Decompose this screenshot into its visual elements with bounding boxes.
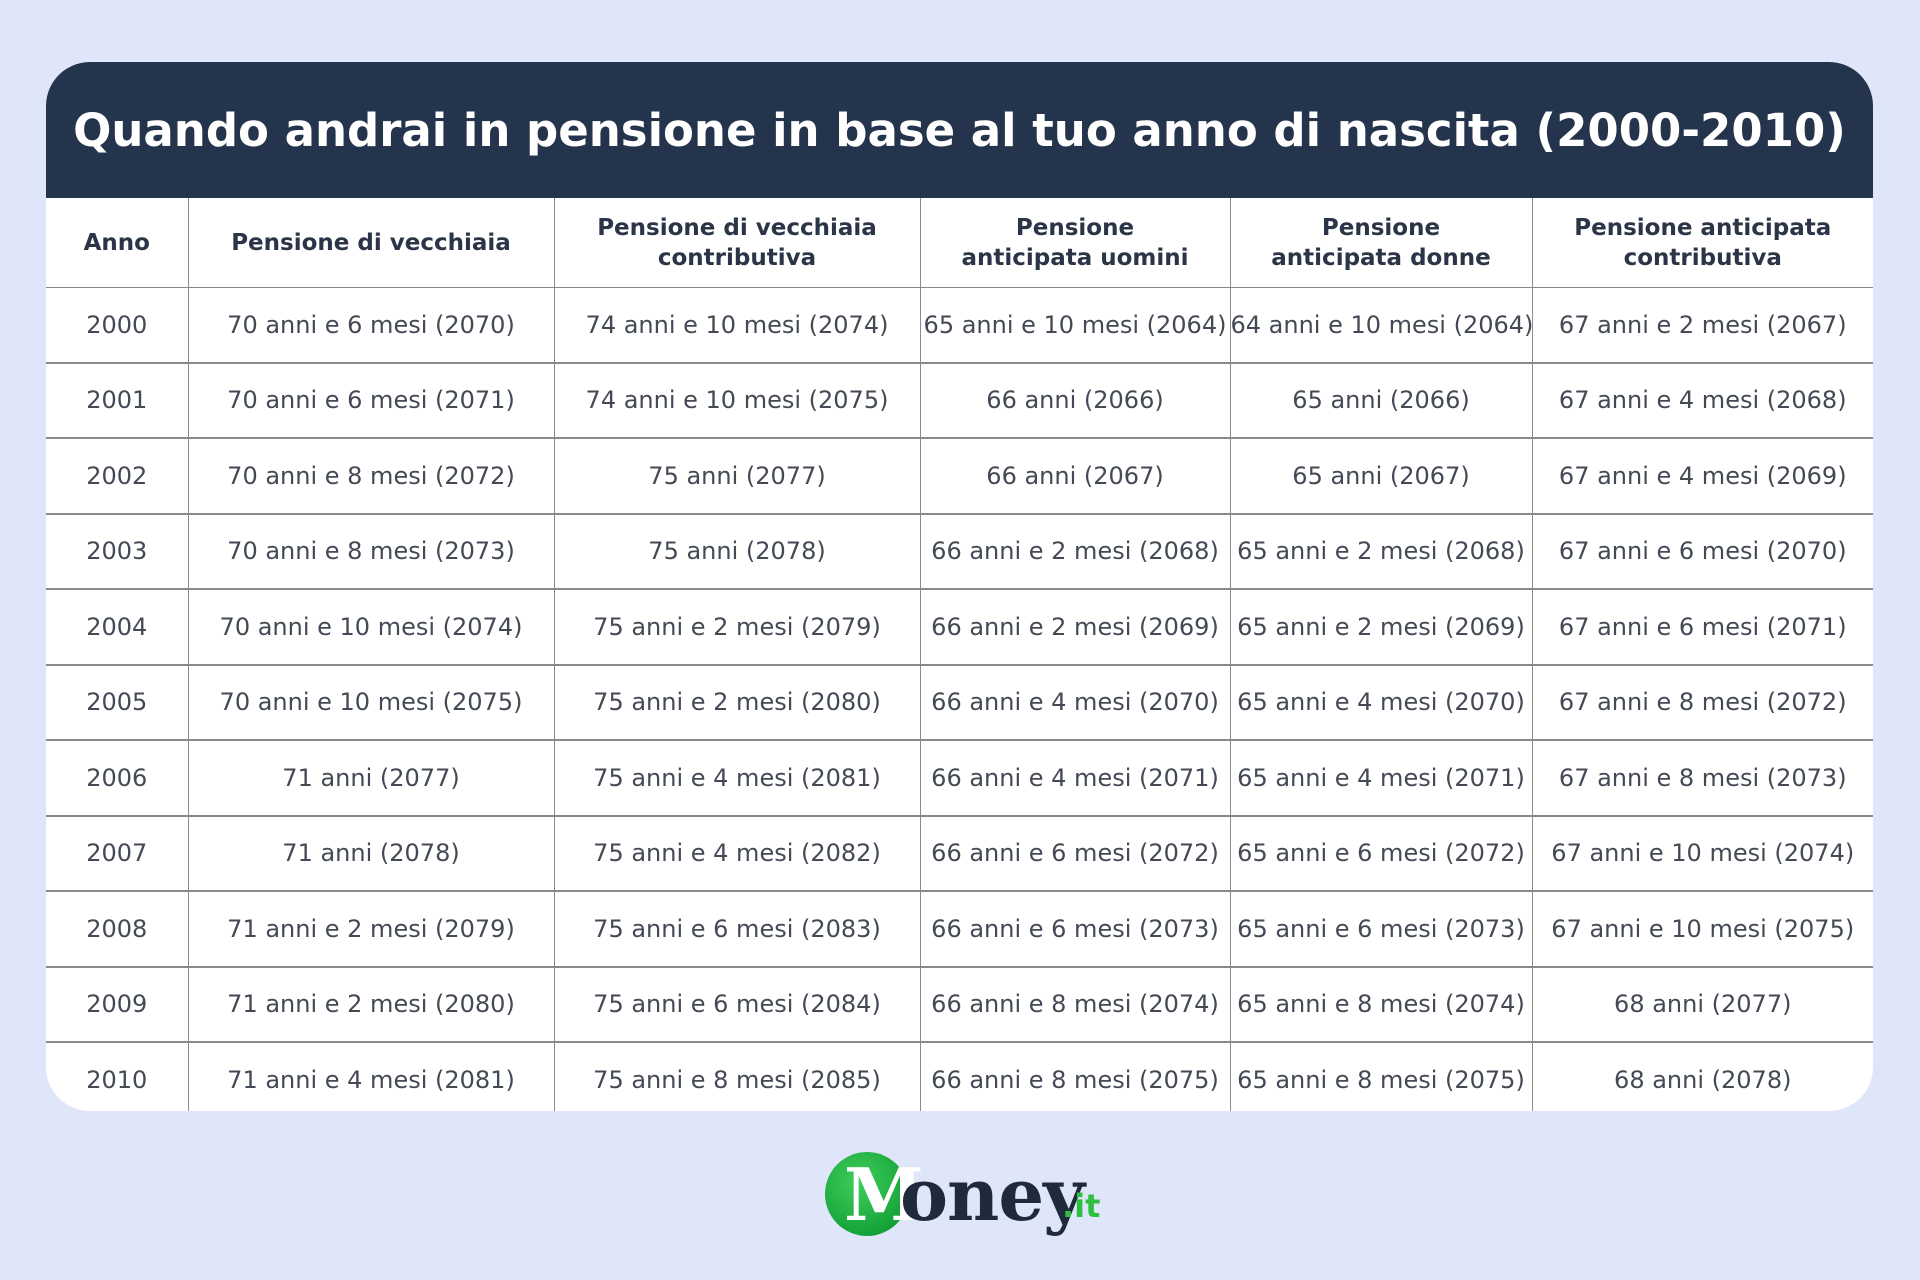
anticipata-uomini-cell: 66 anni e 6 mesi (2073) [920, 891, 1231, 968]
vecchiaia-cell: 71 anni e 4 mesi (2081) [188, 1042, 555, 1111]
anno-cell: 2004 [46, 589, 189, 666]
anticipata-contributiva-cell: 67 anni e 4 mesi (2068) [1532, 362, 1873, 439]
anno-cell: 2006 [46, 740, 189, 817]
table-row: 2008 71 anni e 2 mesi (2079) 75 anni e 6 m… [46, 891, 1873, 968]
table-body: 2000 70 anni e 6 mesi (2070) 74 anni e 10 … [46, 287, 1873, 1111]
vecchiaia-contributiva-cell: 75 anni e 6 mesi (2084) [554, 966, 921, 1043]
anticipata-contributiva-cell: 67 anni e 10 mesi (2074) [1532, 815, 1873, 892]
vecchiaia-cell: 71 anni e 2 mesi (2080) [188, 966, 555, 1043]
vecchiaia-contributiva-cell: 75 anni e 4 mesi (2081) [554, 740, 921, 817]
column-header-anticipata-contributiva: Pensione anticipata contributiva [1532, 198, 1873, 288]
anticipata-contributiva-cell: 67 anni e 6 mesi (2070) [1532, 513, 1873, 590]
anticipata-contributiva-cell: 67 anni e 4 mesi (2069) [1532, 438, 1873, 515]
anticipata-donne-cell: 65 anni e 2 mesi (2068) [1230, 513, 1533, 590]
table-row: 2001 70 anni e 6 mesi (2071) 74 anni e 10 … [46, 362, 1873, 439]
logo-tld: .it [1062, 1187, 1101, 1225]
anno-cell: 2002 [46, 438, 189, 515]
vecchiaia-cell: 70 anni e 10 mesi (2075) [188, 664, 555, 741]
vecchiaia-cell: 71 anni (2078) [188, 815, 555, 892]
page-title: Quando andrai in pensione in base al tuo… [73, 103, 1846, 157]
anno-cell: 2009 [46, 966, 189, 1043]
anticipata-uomini-cell: 66 anni e 2 mesi (2068) [920, 513, 1231, 590]
column-header-anno: Anno [46, 198, 189, 288]
vecchiaia-cell: 70 anni e 10 mesi (2074) [188, 589, 555, 666]
table-row: 2000 70 anni e 6 mesi (2070) 74 anni e 10 … [46, 287, 1873, 364]
column-header-vecchiaia-contributiva: Pensione di vecchiaia contributiva [554, 198, 921, 288]
anticipata-uomini-cell: 66 anni e 6 mesi (2072) [920, 815, 1231, 892]
anticipata-uomini-cell: 66 anni e 8 mesi (2074) [920, 966, 1231, 1043]
vecchiaia-cell: 70 anni e 6 mesi (2071) [188, 362, 555, 439]
anno-cell: 2005 [46, 664, 189, 741]
anticipata-contributiva-cell: 67 anni e 8 mesi (2073) [1532, 740, 1873, 817]
vecchiaia-cell: 70 anni e 8 mesi (2073) [188, 513, 555, 590]
anticipata-contributiva-cell: 67 anni e 8 mesi (2072) [1532, 664, 1873, 741]
anticipata-contributiva-cell: 68 anni (2078) [1614, 1065, 1792, 1094]
anticipata-donne-cell: 65 anni (2067) [1230, 438, 1533, 515]
vecchiaia-contributiva-cell: 75 anni e 8 mesi (2085) [554, 1042, 921, 1111]
table-row: 2005 70 anni e 10 mesi (2075) 75 anni e 2 … [46, 664, 1873, 741]
column-header-vecchiaia: Pensione di vecchiaia [188, 198, 555, 288]
anticipata-donne-cell: 65 anni (2066) [1230, 362, 1533, 439]
anticipata-donne-cell: 65 anni e 6 mesi (2072) [1230, 815, 1533, 892]
logo-initial: M [844, 1152, 924, 1237]
anticipata-uomini-cell: 66 anni (2066) [920, 362, 1231, 439]
anno-cell: 2007 [46, 815, 189, 892]
anno-cell: 2008 [46, 891, 189, 968]
anticipata-donne-cell: 65 anni e 4 mesi (2071) [1230, 740, 1533, 817]
vecchiaia-contributiva-cell: 75 anni e 2 mesi (2080) [554, 664, 921, 741]
anticipata-uomini-cell: 66 anni (2067) [920, 438, 1231, 515]
anticipata-uomini-cell: 66 anni e 4 mesi (2071) [920, 740, 1231, 817]
pension-table: Anno Pensione di vecchiaia Pensione di v… [46, 198, 1873, 1111]
anno-cell: 2003 [46, 513, 189, 590]
vecchiaia-contributiva-cell: 75 anni e 6 mesi (2083) [554, 891, 921, 968]
vecchiaia-cell: 70 anni e 8 mesi (2072) [188, 438, 555, 515]
pension-table-card: Quando andrai in pensione in base al tuo… [46, 62, 1873, 1111]
anticipata-donne-cell: 65 anni e 2 mesi (2069) [1230, 589, 1533, 666]
anticipata-donne-cell: 65 anni e 6 mesi (2073) [1230, 891, 1533, 968]
table-row: 2007 71 anni (2078) 75 anni e 4 mesi (2082… [46, 815, 1873, 892]
title-bar: Quando andrai in pensione in base al tuo… [46, 62, 1873, 198]
anticipata-uomini-cell: 66 anni e 8 mesi (2075) [920, 1042, 1231, 1111]
anno-cell: 2010 [46, 1042, 189, 1111]
table-row: 2010 71 anni e 4 mesi (2081) 75 anni e 8 m… [46, 1042, 1873, 1111]
table-row: 2006 71 anni (2077) 75 anni e 4 mesi (2081… [46, 740, 1873, 817]
table-row: 2002 70 anni e 8 mesi (2072) 75 anni (2077… [46, 438, 1873, 515]
vecchiaia-cell: 70 anni e 6 mesi (2070) [188, 287, 555, 364]
anno-cell: 2000 [46, 287, 189, 364]
vecchiaia-contributiva-cell: 74 anni e 10 mesi (2075) [554, 362, 921, 439]
vecchiaia-cell: 71 anni e 2 mesi (2079) [188, 891, 555, 968]
vecchiaia-contributiva-cell: 75 anni (2078) [554, 513, 921, 590]
anticipata-contributiva-cell: 67 anni e 10 mesi (2075) [1532, 891, 1873, 968]
anticipata-contributiva-cell: 67 anni e 6 mesi (2071) [1532, 589, 1873, 666]
anticipata-donne-cell: 65 anni e 8 mesi (2074) [1230, 966, 1533, 1043]
anticipata-donne-cell: 65 anni e 8 mesi (2075) [1230, 1042, 1533, 1111]
anticipata-donne-cell: 65 anni e 4 mesi (2070) [1230, 664, 1533, 741]
vecchiaia-contributiva-cell: 75 anni e 2 mesi (2079) [554, 589, 921, 666]
logo-circle-icon [825, 1152, 909, 1236]
table-row: 2009 71 anni e 2 mesi (2080) 75 anni e 6 m… [46, 966, 1873, 1043]
anno-cell: 2001 [46, 362, 189, 439]
anticipata-contributiva-cell: 68 anni (2077) [1532, 966, 1873, 1043]
vecchiaia-cell: 71 anni (2077) [188, 740, 555, 817]
anticipata-uomini-cell: 66 anni e 4 mesi (2070) [920, 664, 1231, 741]
table-header-row: Anno Pensione di vecchiaia Pensione di v… [46, 198, 1873, 288]
column-header-anticipata-donne: Pensione anticipata donne [1230, 198, 1533, 288]
anticipata-uomini-cell: 66 anni e 2 mesi (2069) [920, 589, 1231, 666]
anticipata-contributiva-cell: 67 anni e 2 mesi (2067) [1532, 287, 1873, 364]
table-row: 2004 70 anni e 10 mesi (2074) 75 anni e 2 … [46, 589, 1873, 666]
vecchiaia-contributiva-cell: 74 anni e 10 mesi (2074) [554, 287, 921, 364]
vecchiaia-contributiva-cell: 75 anni (2077) [554, 438, 921, 515]
logo-word: oney [900, 1152, 1085, 1237]
anticipata-uomini-cell: 65 anni e 10 mesi (2064) [920, 287, 1231, 364]
anticipata-donne-cell: 64 anni e 10 mesi (2064) [1230, 287, 1533, 364]
table-row: 2003 70 anni e 8 mesi (2073) 75 anni (2078… [46, 513, 1873, 590]
vecchiaia-contributiva-cell: 75 anni e 4 mesi (2082) [554, 815, 921, 892]
column-header-anticipata-uomini: Pensione anticipata uomini [920, 198, 1231, 288]
